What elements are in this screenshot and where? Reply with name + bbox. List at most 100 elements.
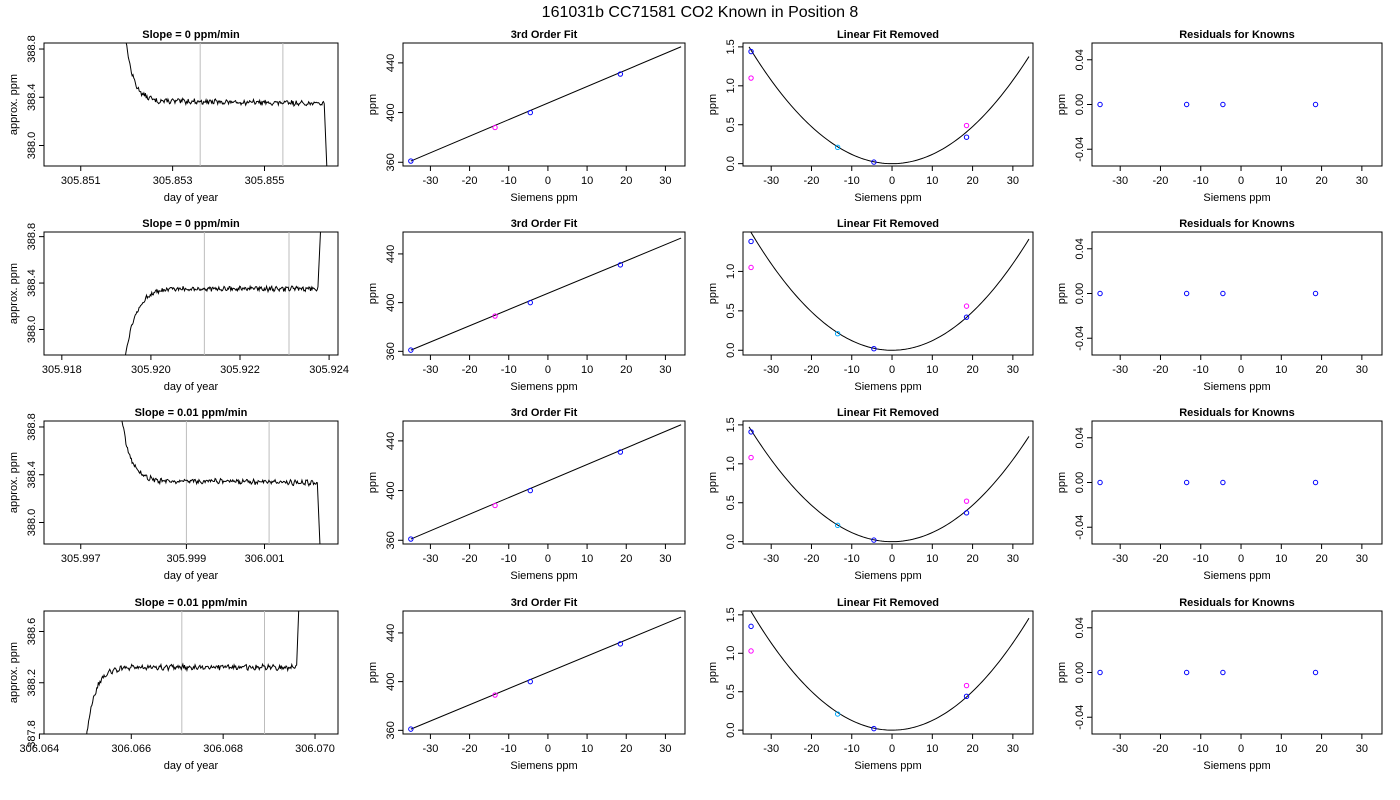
y-axis-label: ppm xyxy=(707,472,719,493)
x-axis-label: Siemens ppm xyxy=(854,381,921,393)
data-point xyxy=(963,498,970,504)
plot-frame xyxy=(43,42,339,167)
y-tick-label: 0.00 xyxy=(1074,662,1086,683)
x-axis-label: Siemens ppm xyxy=(510,570,577,582)
panel-title: Linear Fit Removed xyxy=(837,29,939,41)
data-point xyxy=(748,75,754,81)
y-axis-label: approx. ppm xyxy=(8,74,20,135)
panel-title: 3rd Order Fit xyxy=(511,218,578,230)
x-tick-label: 20 xyxy=(1315,175,1327,187)
x-tick-label: 10 xyxy=(581,743,593,755)
x-tick-label: -10 xyxy=(1193,364,1209,376)
x-tick-label: -10 xyxy=(501,743,517,755)
x-tick-label: 306.068 xyxy=(203,743,243,755)
fit-line xyxy=(410,616,682,730)
x-tick-label: 30 xyxy=(659,743,671,755)
panel-title: Slope = 0.01 ppm/min xyxy=(135,407,248,419)
data-point xyxy=(963,314,970,320)
data-point xyxy=(1183,479,1190,486)
panel-grid: Slope = 0 ppm/min 305.851 305.853 305.855 38… xyxy=(8,29,1383,772)
x-tick-label: -20 xyxy=(804,175,820,187)
x-tick-label: 20 xyxy=(620,553,632,565)
data-point xyxy=(1220,479,1226,486)
x-tick-label: 10 xyxy=(926,364,938,376)
x-tick-label: 0 xyxy=(1238,553,1244,565)
plot-frame xyxy=(1091,610,1383,735)
x-tick-label: 20 xyxy=(620,743,632,755)
data-point xyxy=(748,648,754,654)
y-tick-label: 0.00 xyxy=(1074,94,1086,115)
x-tick-label: 0 xyxy=(889,743,895,755)
x-tick-label: 10 xyxy=(581,364,593,376)
data-point xyxy=(963,510,970,516)
panel-title: 3rd Order Fit xyxy=(511,597,578,609)
data-point xyxy=(1183,101,1190,108)
y-tick-label: -0.04 xyxy=(1074,515,1086,540)
x-tick-label: 305.855 xyxy=(245,175,285,187)
data-point xyxy=(963,122,970,129)
data-point xyxy=(871,159,877,165)
plot-frame xyxy=(742,610,1034,735)
x-tick-label: 10 xyxy=(1275,743,1287,755)
x-tick-label: -20 xyxy=(462,364,478,376)
data-point xyxy=(1220,290,1226,297)
y-tick-label: 400 xyxy=(385,103,397,121)
y-axis-label: ppm xyxy=(367,472,379,493)
x-tick-label: -20 xyxy=(804,553,820,565)
x-tick-label: -30 xyxy=(422,553,438,565)
data-point xyxy=(1097,290,1103,297)
panel-title: Linear Fit Removed xyxy=(837,407,939,419)
panel-title: 3rd Order Fit xyxy=(511,29,578,41)
y-tick-label: 440 xyxy=(385,432,397,450)
data-point xyxy=(1312,101,1319,108)
data-point xyxy=(963,693,970,700)
x-axis-label: Siemens ppm xyxy=(1203,760,1270,772)
x-tick-label: -20 xyxy=(1153,743,1169,755)
y-tick-label: 400 xyxy=(385,293,397,311)
x-tick-label: -20 xyxy=(462,175,478,187)
panel-title: Slope = 0.01 ppm/min xyxy=(135,597,248,609)
x-axis-label: Siemens ppm xyxy=(510,760,577,772)
concentration-trace xyxy=(86,611,300,734)
x-tick-label: 0 xyxy=(1238,743,1244,755)
x-tick-label: 20 xyxy=(966,364,978,376)
plot-area xyxy=(748,46,1030,165)
x-tick-label: 305.999 xyxy=(167,553,207,565)
plot-frame xyxy=(402,231,686,356)
panel-title: Residuals for Knowns xyxy=(1179,597,1295,609)
data-point xyxy=(871,537,877,543)
plot-frame xyxy=(742,231,1034,356)
data-point xyxy=(1097,101,1103,108)
x-tick-label: 30 xyxy=(659,553,671,565)
y-tick-label: 388.6 xyxy=(26,618,38,646)
y-tick-label: -0.04 xyxy=(1074,705,1086,730)
plot-frame xyxy=(43,231,339,356)
plot-frame xyxy=(43,420,339,545)
panel-curve-r2: Linear Fit Removed -30 -20 -10 0 10 20 30 0.0 0.5… xyxy=(707,218,1034,393)
x-tick-label: -10 xyxy=(501,175,517,187)
x-tick-label: 305.918 xyxy=(42,364,82,376)
panel-fit-r2: 3rd Order Fit -30 -20 -10 0 10 20 30 360 400 440 Si… xyxy=(367,218,686,393)
y-tick-label: 0.00 xyxy=(1074,283,1086,304)
y-axis-label: approx. ppm xyxy=(8,642,20,703)
data-point xyxy=(492,313,498,319)
x-axis-label: Siemens ppm xyxy=(854,192,921,204)
residual-curve xyxy=(750,611,1030,731)
plot-area xyxy=(410,46,682,162)
panel-timeseries-r2: Slope = 0 ppm/min 305.918 305.920 305.922 30… xyxy=(8,218,349,393)
y-tick-label: 388.8 xyxy=(26,413,38,441)
data-point xyxy=(1312,479,1319,486)
data-point xyxy=(871,345,877,352)
data-point xyxy=(492,502,498,509)
data-point xyxy=(1183,290,1190,297)
x-axis-label: day of year xyxy=(164,192,219,204)
y-tick-label: 0.04 xyxy=(1074,427,1086,448)
data-point xyxy=(748,238,754,245)
x-tick-label: 10 xyxy=(926,553,938,565)
y-tick-label: 1.0 xyxy=(725,78,737,93)
y-tick-label: 388.4 xyxy=(26,83,38,111)
y-tick-label: 387.8 xyxy=(26,720,38,748)
x-tick-label: 0 xyxy=(545,175,551,187)
x-tick-label: 20 xyxy=(1315,364,1327,376)
data-point xyxy=(1097,669,1103,676)
